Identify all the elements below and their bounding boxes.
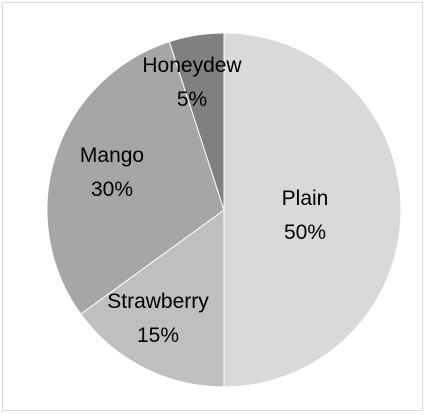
data-label-honeydew: Honeydew 5% xyxy=(142,54,242,111)
data-label-percent: 50% xyxy=(284,221,326,244)
pie-slice-plain xyxy=(223,32,402,388)
pie-slice-honeydew xyxy=(168,32,225,211)
data-label-mango: Mango 30% xyxy=(80,144,144,201)
pie-slices xyxy=(46,32,402,388)
pie-labels: Plain 50% Strawberry 15% Mango 30% Honeydew 5% xyxy=(80,54,328,347)
data-label-percent: 30% xyxy=(91,178,133,201)
data-label-category: Mango xyxy=(80,144,144,167)
data-label-category: Honeydew xyxy=(142,54,242,77)
data-label-plain: Plain 50% xyxy=(282,187,329,244)
pie-slice-mango xyxy=(46,41,225,315)
data-label-category: Strawberry xyxy=(107,290,209,313)
data-label-strawberry: Strawberry 15% xyxy=(107,290,209,347)
data-label-percent: 15% xyxy=(137,324,179,347)
pie-slice-strawberry xyxy=(80,209,225,388)
data-label-percent: 5% xyxy=(177,88,207,111)
data-label-category: Plain xyxy=(282,187,329,210)
